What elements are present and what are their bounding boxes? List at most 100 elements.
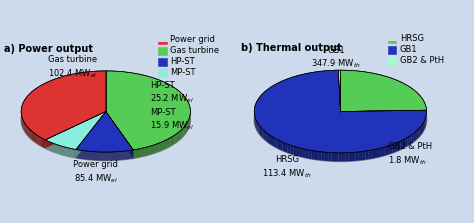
Bar <box>158 58 167 66</box>
Polygon shape <box>345 153 349 161</box>
Polygon shape <box>352 152 356 161</box>
Polygon shape <box>25 124 26 133</box>
Polygon shape <box>381 147 384 157</box>
Polygon shape <box>269 135 271 145</box>
Polygon shape <box>92 152 93 160</box>
Polygon shape <box>21 79 191 161</box>
Polygon shape <box>106 71 191 150</box>
Polygon shape <box>265 132 267 142</box>
Polygon shape <box>99 152 100 161</box>
Polygon shape <box>167 139 168 148</box>
Polygon shape <box>43 139 44 148</box>
Polygon shape <box>122 151 123 160</box>
Polygon shape <box>422 123 423 133</box>
Polygon shape <box>335 153 338 161</box>
Polygon shape <box>419 126 421 136</box>
Polygon shape <box>254 70 427 153</box>
Polygon shape <box>179 131 180 140</box>
Polygon shape <box>178 132 179 141</box>
Polygon shape <box>275 139 278 149</box>
Polygon shape <box>425 117 426 127</box>
Polygon shape <box>127 151 128 159</box>
Polygon shape <box>45 112 106 149</box>
Polygon shape <box>88 151 89 160</box>
Polygon shape <box>164 140 165 150</box>
Polygon shape <box>156 144 158 153</box>
Polygon shape <box>143 148 144 157</box>
Polygon shape <box>28 128 29 137</box>
Bar <box>388 57 396 65</box>
Polygon shape <box>401 140 403 150</box>
Polygon shape <box>86 151 87 159</box>
Polygon shape <box>180 130 181 140</box>
Polygon shape <box>31 131 32 140</box>
Polygon shape <box>104 152 105 161</box>
Polygon shape <box>115 152 116 160</box>
Polygon shape <box>395 142 398 152</box>
Text: HRSG: HRSG <box>400 34 424 43</box>
Polygon shape <box>311 151 315 160</box>
Polygon shape <box>288 144 291 154</box>
Polygon shape <box>172 136 173 145</box>
Polygon shape <box>141 148 143 157</box>
Text: Gas turbine
102.4 MW$_{el}$: Gas turbine 102.4 MW$_{el}$ <box>48 55 98 80</box>
Polygon shape <box>97 152 98 160</box>
Polygon shape <box>260 126 261 136</box>
Polygon shape <box>359 152 362 161</box>
Polygon shape <box>338 153 342 161</box>
Polygon shape <box>398 141 401 151</box>
Polygon shape <box>267 133 269 143</box>
Polygon shape <box>114 152 115 160</box>
Polygon shape <box>254 79 427 161</box>
Polygon shape <box>187 122 188 131</box>
Polygon shape <box>76 112 106 158</box>
Polygon shape <box>39 136 40 145</box>
Polygon shape <box>184 126 185 135</box>
Polygon shape <box>30 130 31 139</box>
Polygon shape <box>291 145 293 155</box>
Polygon shape <box>423 122 424 132</box>
Polygon shape <box>85 151 86 159</box>
Polygon shape <box>356 152 359 161</box>
Polygon shape <box>106 112 133 158</box>
Text: GB2 & PtH
1.8 MW$_{th}$: GB2 & PtH 1.8 MW$_{th}$ <box>388 142 432 167</box>
Polygon shape <box>76 112 106 158</box>
Polygon shape <box>158 143 159 152</box>
Polygon shape <box>280 141 283 151</box>
Polygon shape <box>177 133 178 142</box>
Polygon shape <box>159 142 161 151</box>
Polygon shape <box>283 142 285 152</box>
Polygon shape <box>105 152 106 161</box>
Polygon shape <box>405 138 407 147</box>
Text: b) Thermal output: b) Thermal output <box>241 43 342 53</box>
Polygon shape <box>118 152 119 160</box>
Text: Power grid
85.4 MW$_{el}$: Power grid 85.4 MW$_{el}$ <box>73 160 118 185</box>
Polygon shape <box>113 152 114 160</box>
Bar <box>158 36 167 44</box>
Polygon shape <box>126 151 127 159</box>
Text: Gas turbine: Gas turbine <box>170 46 219 55</box>
Polygon shape <box>168 138 169 147</box>
Polygon shape <box>332 153 335 161</box>
Polygon shape <box>161 142 163 151</box>
Polygon shape <box>41 138 42 147</box>
Polygon shape <box>42 138 43 147</box>
Text: GB1
347.9 MW$_{th}$: GB1 347.9 MW$_{th}$ <box>311 46 361 70</box>
Polygon shape <box>182 128 183 137</box>
Polygon shape <box>137 149 139 158</box>
Bar <box>388 45 396 54</box>
Polygon shape <box>124 151 125 160</box>
Polygon shape <box>101 152 102 161</box>
Polygon shape <box>186 123 187 133</box>
Polygon shape <box>106 152 107 161</box>
Polygon shape <box>33 132 34 141</box>
Polygon shape <box>273 137 275 147</box>
Polygon shape <box>338 70 340 112</box>
Polygon shape <box>174 134 175 144</box>
Text: HP-ST: HP-ST <box>170 57 195 66</box>
Text: HRSG
113.4 MW$_{th}$: HRSG 113.4 MW$_{th}$ <box>262 155 312 180</box>
Polygon shape <box>89 151 90 160</box>
Polygon shape <box>258 124 260 135</box>
Polygon shape <box>35 134 36 143</box>
Polygon shape <box>171 137 172 146</box>
